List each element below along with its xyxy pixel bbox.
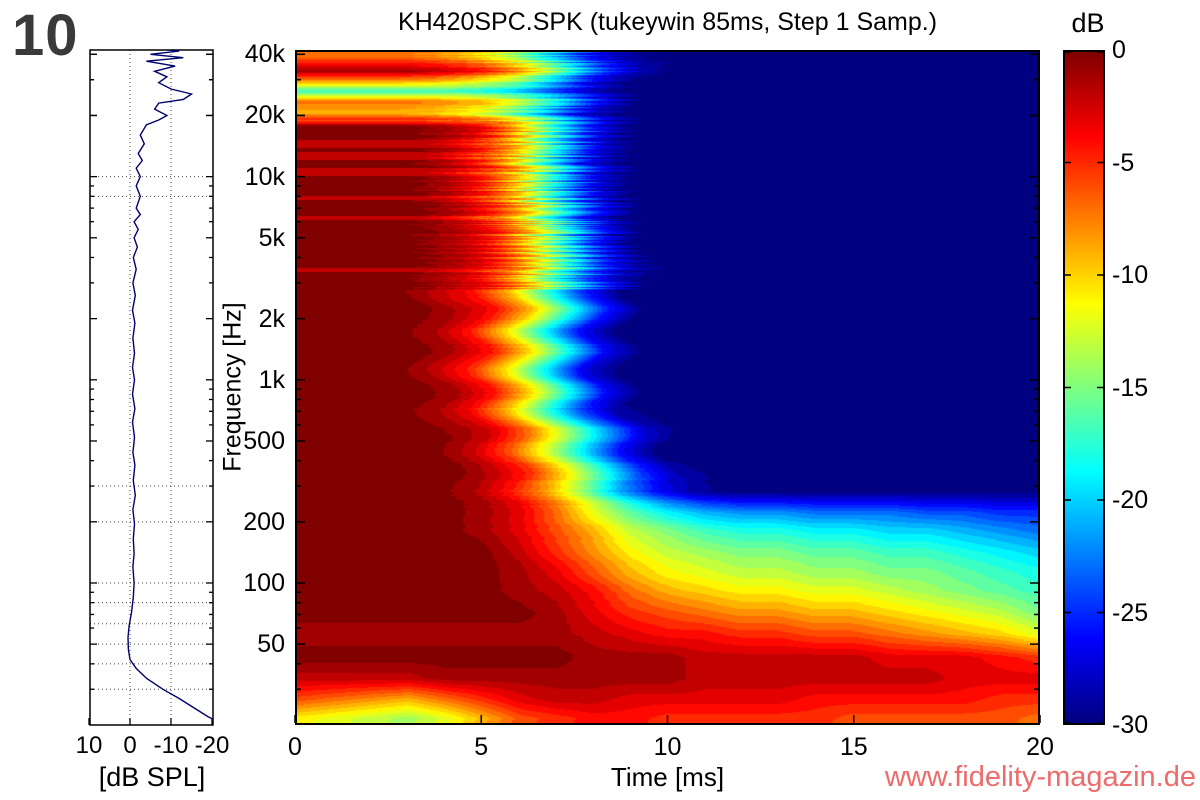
spectrogram-plot-area [295,50,1040,725]
y-tick-label: 50 [257,630,285,659]
y-tick-label: 2k [258,304,285,333]
colorbar-tick-label: -20 [1112,486,1149,514]
y-tick-label: 40k [244,40,285,69]
plot-title: KH420SPC.SPK (tukeywin 85ms, Step 1 Samp… [397,8,938,36]
colorbar-unit-label: dB [1071,8,1105,38]
colorbar-tick-label: -30 [1112,711,1149,739]
spl-tick-label: 10 [75,732,103,759]
colorbar-tick-label: -10 [1112,261,1149,289]
frequency-response-panel [88,49,214,726]
frequency-response-curve [127,50,213,720]
y-tick-label: 10k [244,162,285,191]
x-tick-label: 5 [474,733,489,761]
colorbar-tick-label: -25 [1112,598,1149,627]
x-tick-label: 20 [1026,733,1054,761]
y-tick-label: 5k [258,223,285,252]
colorbar-canvas [1065,52,1103,723]
spl-tick-label: -20 [194,732,230,759]
y-tick-label: 100 [243,568,285,597]
colorbar-tick-label: 0 [1112,36,1126,64]
spl-tick-label: -10 [153,732,189,759]
spectrogram-canvas [297,52,1038,723]
x-tick-label: 10 [653,733,682,761]
colorbar-tick-label: -15 [1112,373,1149,402]
colorbar-tick-label: -5 [1112,148,1135,177]
time-axis-title: Time [ms] [610,762,725,792]
y-tick-label: 20k [244,101,285,130]
y-tick-label: 500 [243,426,285,455]
colorbar [1063,50,1105,725]
y-tick-label: 1k [258,365,285,394]
x-tick-label: 15 [839,733,868,761]
x-tick-label: 0 [288,733,302,761]
y-tick-label: 200 [243,507,285,536]
spl-tick-label: 0 [123,732,137,759]
left-panel-frame [89,49,214,726]
figure-number: 10 [12,3,79,68]
watermark: www.fidelity-magazin.de [884,761,1196,793]
spl-axis-title: [dB SPL] [98,762,206,792]
